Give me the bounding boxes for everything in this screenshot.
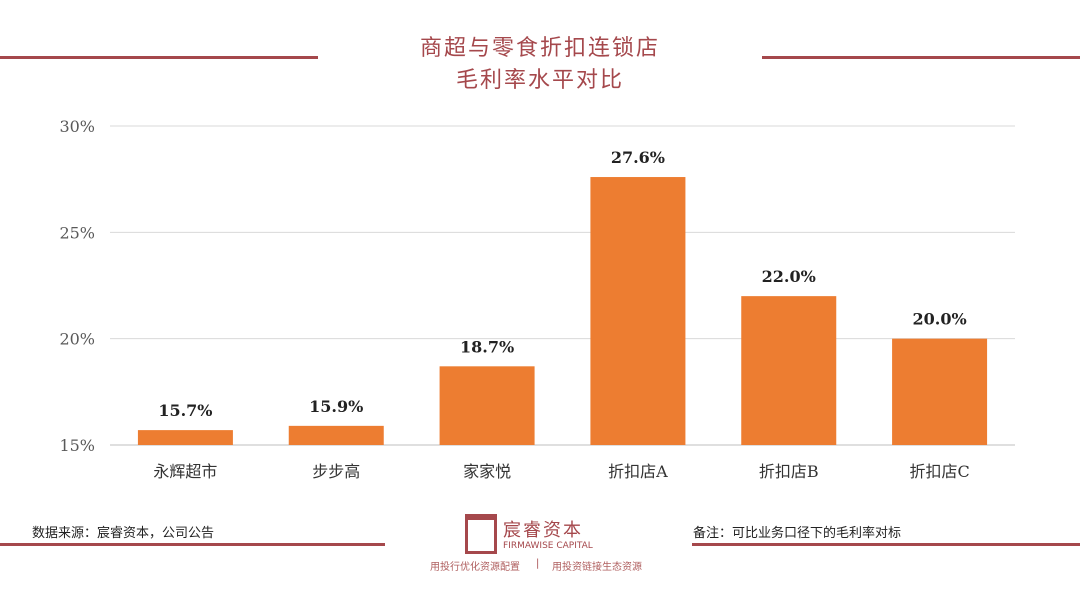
y-tick-label: 25% (59, 223, 95, 242)
x-tick-label: 永辉超市 (153, 462, 217, 481)
chart-title-line1: 商超与零食折扣连锁店 (419, 36, 660, 61)
x-tick-label: 折扣店B (759, 462, 819, 481)
tagline-right: 用投资链接生态资源 (552, 562, 642, 573)
bar (741, 296, 837, 445)
x-tick-label: 折扣店C (909, 462, 969, 481)
title-rule-left (0, 56, 318, 59)
footer-rule-right (692, 543, 1080, 546)
remark-note: 备注：可比业务口径下的毛利率对标 (693, 526, 902, 541)
title-rule-right (762, 56, 1080, 59)
logo: 宸睿资本 FIRMAWISE CAPITAL (465, 514, 625, 556)
chart-title-line2: 毛利率水平对比 (455, 68, 624, 93)
source-note: 数据来源：宸睿资本，公司公告 (32, 526, 215, 541)
x-tick-label: 折扣店A (608, 462, 668, 481)
x-tick-label: 家家悦 (463, 462, 511, 481)
data-label: 18.7% (460, 337, 514, 356)
bar (137, 430, 233, 445)
bar (892, 338, 988, 445)
data-label: 15.9% (309, 397, 363, 416)
data-label: 27.6% (611, 148, 665, 167)
y-tick-label: 20% (59, 330, 95, 349)
bar (590, 177, 686, 446)
data-label: 22.0% (762, 267, 816, 286)
y-tick-label: 15% (59, 436, 95, 455)
bar (439, 366, 535, 445)
y-tick-label: 30% (59, 117, 95, 136)
logo-en: FIRMAWISE CAPITAL (503, 541, 593, 551)
tagline-divider: | (536, 558, 540, 569)
x-tick-label: 步步高 (312, 462, 360, 481)
logo-cn: 宸睿资本 (503, 520, 583, 541)
footer-rule-left (0, 543, 385, 546)
bar (288, 425, 384, 445)
data-label: 15.7% (158, 401, 212, 420)
bar-chart: 15% 20% 25% 30% 15.7% 永辉超市 15.9% 步步高 18.7% 家家悦 27.… (59, 117, 1015, 481)
logo-mark-icon (465, 514, 497, 554)
data-label: 20.0% (912, 310, 966, 329)
tagline-left: 用投行优化资源配置 (430, 562, 520, 573)
